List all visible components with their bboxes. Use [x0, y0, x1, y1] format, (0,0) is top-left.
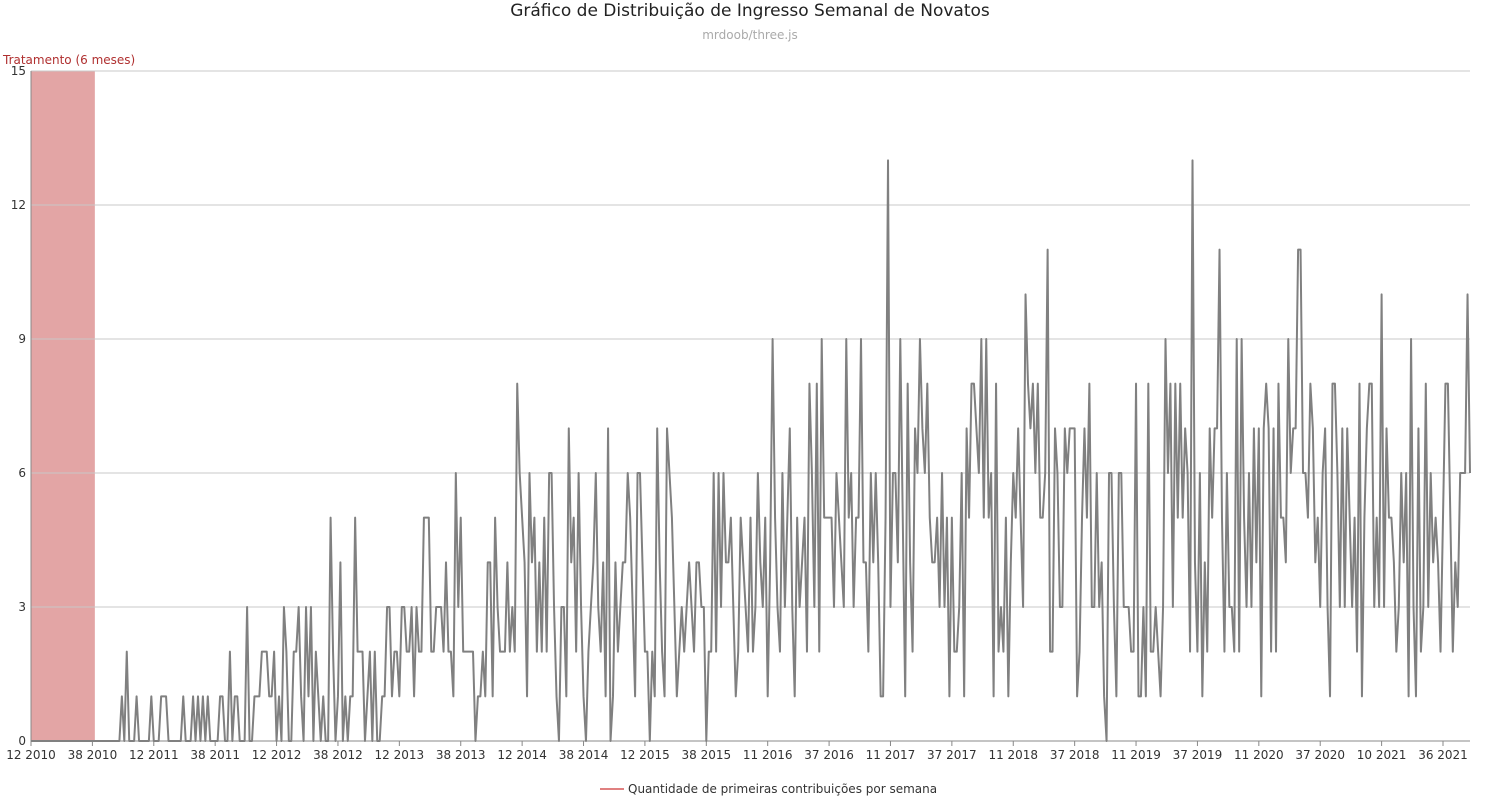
- y-tick-label: 0: [18, 734, 26, 748]
- treatment-band-label: Tratamento (6 meses): [2, 53, 135, 67]
- series-line: [31, 159, 1471, 742]
- x-tick-label: 11 2017: [866, 748, 916, 762]
- x-tick-label: 10 2021: [1357, 748, 1407, 762]
- y-tick-label: 12: [11, 198, 26, 212]
- y-tick-label: 15: [11, 64, 26, 78]
- x-tick-label: 38 2011: [190, 748, 240, 762]
- treatment-band-layer: Tratamento (6 meses): [2, 53, 135, 741]
- x-tick-label: 37 2017: [927, 748, 977, 762]
- treatment-band: [31, 71, 95, 741]
- x-tick-label: 37 2019: [1173, 748, 1223, 762]
- x-tick-label: 11 2016: [743, 748, 793, 762]
- y-tick-label: 6: [18, 466, 26, 480]
- y-tick-label: 3: [18, 600, 26, 614]
- x-tick-label: 38 2012: [313, 748, 363, 762]
- legend[interactable]: Quantidade de primeiras contribuições po…: [600, 782, 937, 796]
- x-tick-label: 11 2019: [1111, 748, 1161, 762]
- x-tick-label: 11 2018: [988, 748, 1038, 762]
- y-tick-label: 9: [18, 332, 26, 346]
- x-tick-label: 37 2020: [1295, 748, 1345, 762]
- x-tick-label: 37 2018: [1050, 748, 1100, 762]
- x-tick-label: 11 2020: [1234, 748, 1284, 762]
- legend-label[interactable]: Quantidade de primeiras contribuições po…: [628, 782, 937, 796]
- series-layer: [30, 159, 1471, 742]
- x-tick-label: 12 2010: [6, 748, 56, 762]
- x-tick-label: 38 2013: [436, 748, 486, 762]
- x-tick-label: 12 2015: [620, 748, 670, 762]
- grid-layer: [31, 70, 1470, 742]
- x-tick-label: 38 2010: [68, 748, 118, 762]
- x-tick-label: 12 2012: [252, 748, 302, 762]
- x-tick-label: 38 2015: [681, 748, 731, 762]
- x-tick-label: 36 2021: [1418, 748, 1468, 762]
- chart-subtitle: mrdoob/three.js: [702, 28, 798, 42]
- axis-layer: 0 3 6 9 12 15 12 2010 38 2010 12 2011 38 2011 12 2…: [6, 64, 1468, 762]
- x-tick-label: 12 2013: [375, 748, 425, 762]
- x-tick-label: 12 2011: [129, 748, 179, 762]
- chart-title: Gráfico de Distribuição de Ingresso Sema…: [510, 1, 990, 21]
- x-tick-label: 37 2016: [804, 748, 854, 762]
- x-tick-label: 38 2014: [559, 748, 609, 762]
- x-tick-label: 12 2014: [497, 748, 547, 762]
